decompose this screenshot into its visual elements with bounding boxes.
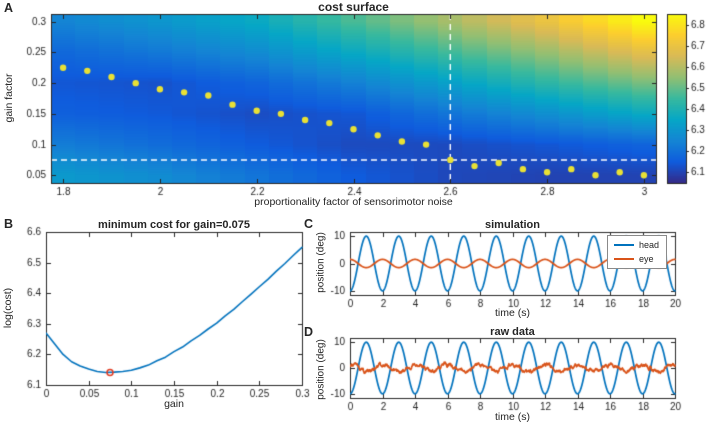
panel-b-title: minimum cost for gain=0.075 — [98, 219, 250, 231]
panel-c-ylabel: position (deg) — [315, 232, 327, 293]
panel-c-line-canvas — [320, 215, 708, 323]
panel-a-xlabel: proportionality factor of sensorimotor n… — [254, 196, 453, 208]
legend-entry-head: head — [614, 240, 659, 250]
panel-b-line-canvas — [0, 215, 320, 430]
legend-line-eye — [614, 258, 634, 260]
legend: head eye — [607, 235, 668, 269]
panel-d-title: raw data — [490, 326, 535, 338]
panel-letter-c: C — [304, 217, 314, 231]
legend-line-head — [614, 244, 634, 246]
panel-d-xlabel: time (s) — [495, 411, 530, 423]
panel-d-ylabel: position (deg) — [315, 339, 327, 400]
panel-a-heatmap-canvas — [0, 0, 708, 215]
panel-b-ylabel: log(cost) — [2, 287, 14, 329]
legend-label-eye: eye — [639, 254, 654, 264]
panel-c-xlabel: time (s) — [495, 307, 530, 319]
legend-label-head: head — [639, 240, 660, 250]
panel-b-xlabel: gain — [164, 398, 184, 410]
panel-letter-d: D — [304, 325, 314, 339]
panel-letter-b: B — [4, 217, 14, 231]
panel-a-title: cost surface — [318, 0, 389, 14]
panel-c-title: simulation — [484, 219, 540, 231]
panel-a-ylabel: gain factor — [3, 73, 15, 123]
legend-entry-eye: eye — [614, 254, 659, 264]
panel-letter-a: A — [4, 1, 14, 15]
panel-d-line-canvas — [320, 323, 708, 430]
